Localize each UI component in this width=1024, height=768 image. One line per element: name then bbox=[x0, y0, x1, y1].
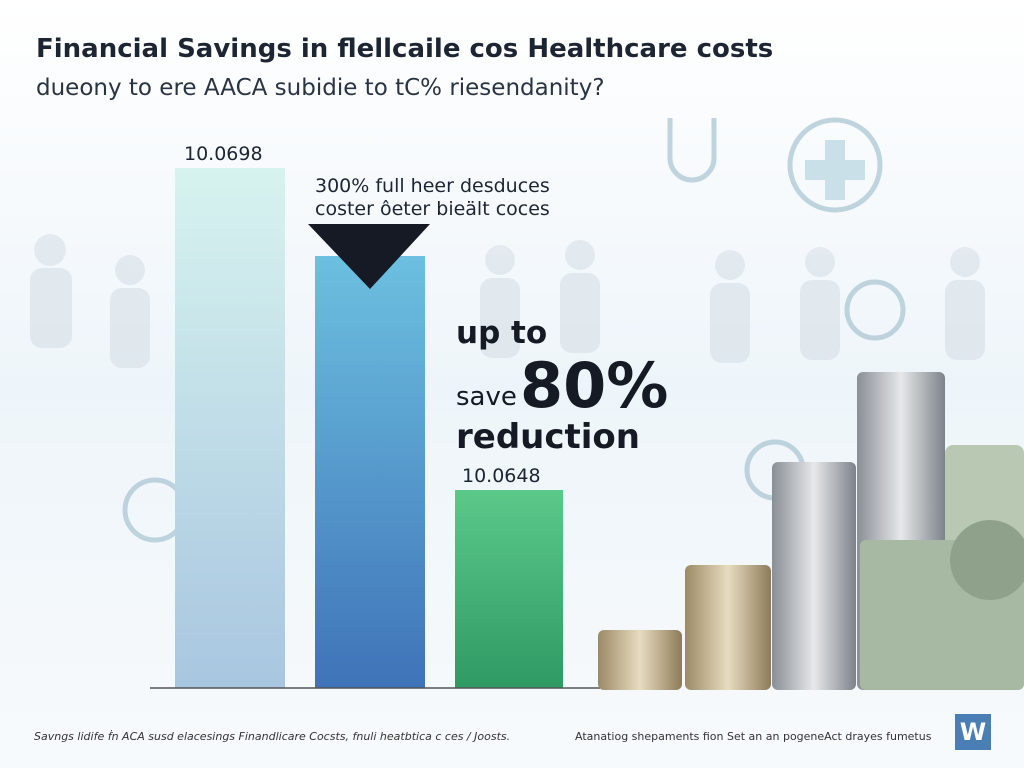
crowd-silhouettes bbox=[30, 234, 985, 368]
footer-left: Savngs lidife ḟn ACA susd elacesings Fin… bbox=[34, 729, 510, 743]
bar bbox=[315, 256, 425, 688]
callout-arrow bbox=[308, 224, 430, 289]
bar-label: 10.0698 bbox=[184, 143, 263, 165]
highlight-text: save bbox=[456, 382, 517, 412]
logo-box bbox=[955, 714, 991, 750]
callout-text: 300% full heer desduces bbox=[315, 175, 550, 197]
highlight-percent: 80% bbox=[520, 349, 668, 422]
logo: W bbox=[960, 718, 986, 746]
cross-icon bbox=[805, 140, 865, 200]
footer-right: Atanatiog shepaments fion Set an an poge… bbox=[575, 730, 932, 743]
coin-stacks bbox=[598, 372, 1024, 690]
bar bbox=[175, 168, 285, 688]
title: Financial Savings in flellcaile cos Heal… bbox=[36, 34, 773, 64]
bar-label: 10.0648 bbox=[462, 465, 541, 487]
subtitle: dueony to ere AACA subidie to tC% riesen… bbox=[36, 75, 605, 101]
bar bbox=[455, 490, 563, 688]
callout-text: coster ôeter bieält coces bbox=[315, 198, 550, 220]
highlight-text: reduction bbox=[456, 417, 640, 457]
highlight-text: up to bbox=[456, 315, 547, 351]
